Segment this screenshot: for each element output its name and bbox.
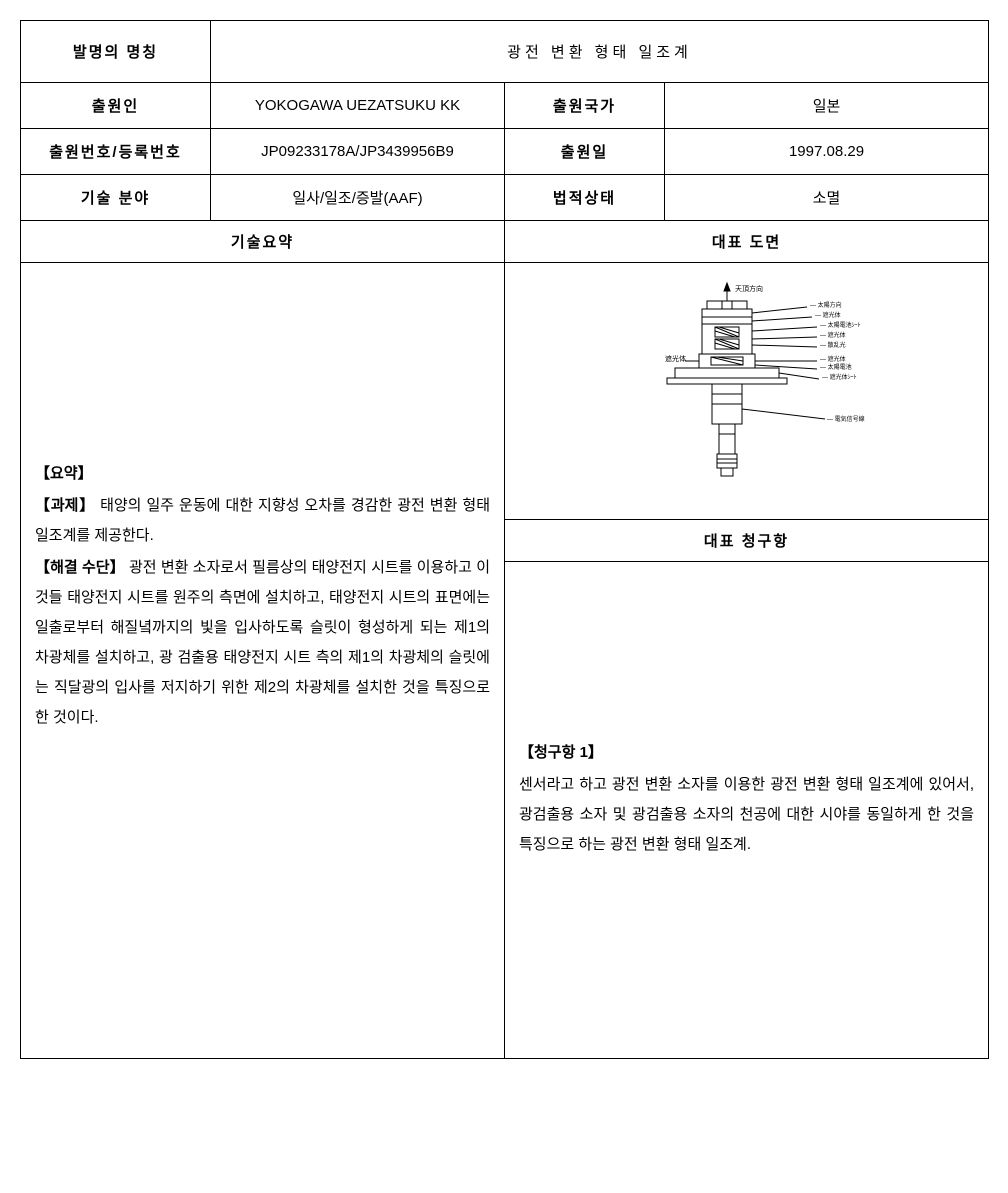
filing-date-label: 출원일	[505, 129, 665, 175]
summary-heading: 【요약】	[35, 465, 93, 482]
appno-label: 출원번호/등록번호	[21, 129, 211, 175]
svg-text:— 遮光体: — 遮光体	[820, 331, 846, 339]
invention-name-label: 발명의 명칭	[21, 21, 211, 83]
drawing-side-label: 遮光体	[665, 354, 686, 363]
appno-value: JP09233178A/JP3439956B9	[211, 129, 505, 175]
claim-text: 센서라고 하고 광전 변환 소자를 이용한 광전 변환 형태 일조계에 있어서,…	[519, 770, 974, 860]
country-label: 출원국가	[505, 83, 665, 129]
svg-text:— 遮光体: — 遮光体	[815, 311, 841, 319]
svg-text:— 太陽電池: — 太陽電池	[820, 363, 852, 371]
drawing-top-label: 天頂方向	[735, 284, 763, 293]
svg-text:— 散乱光: — 散乱光	[820, 341, 846, 349]
tech-summary-header: 기술요약	[21, 221, 505, 263]
solution-text: 광전 변환 소자로서 필름상의 태양전지 시트를 이용하고 이것들 태양전지 시…	[35, 559, 490, 726]
summary-cell: 【요약】 【과제】 태양의 일주 운동에 대한 지향성 오차를 경감한 광전 변…	[21, 263, 505, 1059]
problem-text: 태양의 일주 운동에 대한 지향성 오차를 경감한 광전 변환 형태 일조계를 …	[35, 497, 490, 544]
patent-drawing-svg: 天頂方向	[607, 279, 887, 499]
legalstatus-label: 법적상태	[505, 175, 665, 221]
rep-drawing-header: 대표 도면	[505, 221, 989, 263]
techfield-label: 기술 분야	[21, 175, 211, 221]
invention-title-value: 광전 변환 형태 일조계	[211, 21, 989, 83]
drawing-cell: 天頂方向	[505, 263, 989, 520]
filing-date-value: 1997.08.29	[665, 129, 989, 175]
svg-text:— 遮光体: — 遮光体	[820, 355, 846, 363]
techfield-value: 일사/일조/증발(AAF)	[211, 175, 505, 221]
svg-text:— 太陽電池ｼｰﾄ: — 太陽電池ｼｰﾄ	[820, 321, 861, 329]
applicant-value: YOKOGAWA UEZATSUKU KK	[211, 83, 505, 129]
svg-text:— 太陽方向: — 太陽方向	[810, 301, 842, 309]
applicant-label: 출원인	[21, 83, 211, 129]
legalstatus-value: 소멸	[665, 175, 989, 221]
solution-label: 【해결 수단】	[35, 559, 125, 576]
country-value: 일본	[665, 83, 989, 129]
claim-heading: 【청구항 1】	[519, 744, 603, 761]
problem-label: 【과제】	[35, 497, 95, 514]
svg-text:— 遮光体ｼｰﾄ: — 遮光体ｼｰﾄ	[822, 373, 857, 381]
claim-cell: 【청구항 1】 센서라고 하고 광전 변환 소자를 이용한 광전 변환 형태 일…	[505, 562, 989, 1059]
svg-text:— 電気信号線: — 電気信号線	[827, 415, 865, 423]
rep-claim-header: 대표 청구항	[505, 520, 989, 562]
